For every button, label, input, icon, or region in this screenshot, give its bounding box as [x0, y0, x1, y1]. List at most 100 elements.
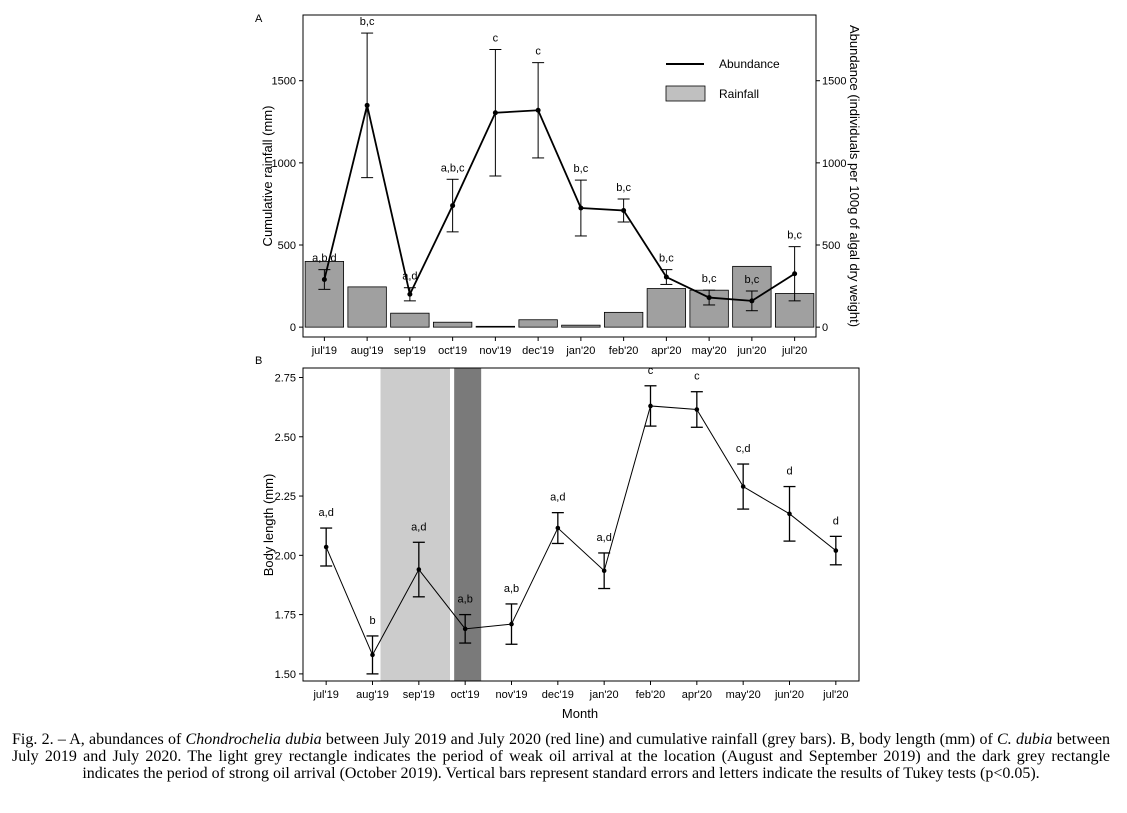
x-tick-label: oct'19: [438, 345, 467, 357]
tukey-label: d: [833, 515, 839, 527]
rainfall-bar: [603, 311, 644, 328]
panel-b-ylabel: Body length (mm): [261, 474, 276, 577]
oil-arrival-period: [380, 368, 450, 681]
x-tick-label: apr'20: [682, 689, 712, 701]
rainfall-bar: [561, 324, 601, 328]
x-tick-label: feb'20: [636, 689, 666, 701]
body-length-point: [740, 484, 746, 489]
tukey-label: a,d: [550, 492, 565, 504]
x-tick-label: jul'19: [312, 689, 338, 701]
rainfall-bar: [432, 321, 473, 328]
y2-tick-label: 500: [822, 240, 840, 252]
panel-a-letter: A: [255, 13, 263, 25]
body-length-point: [601, 568, 607, 574]
panel-b-xlabel: Month: [562, 706, 598, 721]
body-length-point: [509, 621, 514, 627]
tukey-label: b,c: [659, 253, 674, 265]
caption-part3: between July 2019 and July 2020. The lig…: [12, 731, 1111, 782]
figure-caption: Fig. 2. – A, abundances of Chondrochelia…: [12, 731, 1110, 782]
tukey-label: a,b: [458, 594, 473, 606]
abundance-point: [621, 208, 627, 213]
tukey-label: c: [694, 371, 700, 383]
x-tick-label: dec'19: [542, 689, 574, 701]
x-tick-label: jan'20: [565, 345, 595, 357]
x-tick-label: sep'19: [403, 689, 435, 701]
caption-species: Chondrochelia dubia: [185, 731, 322, 748]
x-tick-label: apr'20: [651, 345, 681, 357]
x-tick-label: sep'19: [394, 345, 426, 357]
tukey-label: a,b,d: [312, 253, 336, 265]
x-tick-label: nov'19: [495, 689, 527, 701]
tukey-label: a,d: [402, 271, 417, 283]
rainfall-bar: [475, 325, 516, 328]
tukey-label: b,c: [574, 163, 589, 175]
y-tick-label: 500: [278, 240, 296, 252]
abundance-line: [323, 105, 796, 302]
x-tick-label: nov'19: [479, 345, 511, 357]
body-length-point: [462, 626, 468, 632]
panel-a-tukey-labels: a,b,d b,c a,d a,b,c c c b,c b,c b,c b,c b,c b,c: [312, 16, 802, 286]
body-length-point: [648, 403, 653, 409]
body-length-point: [555, 525, 561, 531]
y-tick-label: 0: [290, 322, 296, 334]
abundance-point: [364, 102, 370, 108]
panel-b-letter: B: [255, 355, 262, 367]
tukey-label: d: [786, 466, 792, 478]
abundance-point: [578, 205, 584, 211]
abundance-point: [407, 291, 413, 297]
x-tick-label: jul'20: [781, 345, 807, 357]
body-length-point: [370, 652, 375, 658]
x-tick-label: may'20: [726, 689, 761, 701]
x-tick-label: dec'19: [522, 345, 554, 357]
x-tick-label: jul'19: [311, 345, 337, 357]
panel-a-ylabel: Cumulative rainfall (mm): [260, 106, 275, 247]
abundance-point: [321, 277, 327, 282]
x-tick-label: feb'20: [609, 345, 639, 357]
y-tick-label: 1.50: [275, 669, 296, 681]
tukey-label: c: [493, 33, 499, 45]
tukey-label: a,d: [597, 532, 612, 544]
panel-b: B 1.50 1.75 2.00 2.25 2.50 2.75 jul'19 aug'19 se…: [255, 355, 860, 721]
tukey-label: a,b: [504, 583, 519, 595]
panel-b-tukey-labels: a,d b a,d a,b a,b a,d a,d c c c,d d d: [319, 365, 839, 627]
abundance-point: [749, 298, 755, 304]
y2-tick-label: 1000: [822, 158, 846, 170]
x-tick-label: oct'19: [451, 689, 480, 701]
rainfall-bar: [390, 312, 430, 328]
rainfall-bar: [347, 286, 387, 328]
tukey-label: b,c: [616, 182, 631, 194]
abundance-point: [535, 107, 541, 113]
y-tick-label: 1000: [272, 158, 296, 170]
panel-a: A 0 0 500 500 1000 1000 1500 1500 jul'19 aug'19 se…: [255, 13, 862, 357]
panel-b-frame: [302, 367, 860, 682]
legend-bar-swatch: [665, 85, 706, 102]
panel-a-y2label: Abundance (individuals per 100g of algal…: [847, 25, 862, 327]
x-tick-label: jan'20: [589, 689, 619, 701]
body-length-point: [787, 511, 792, 517]
tukey-label: b,c: [787, 230, 802, 242]
y2-tick-label: 0: [822, 322, 828, 334]
legend: Abundance Rainfall: [665, 57, 780, 102]
tukey-label: a,b,c: [441, 162, 465, 174]
panel-a-frame: [302, 14, 817, 338]
abundance-point: [663, 274, 669, 280]
abundance-point: [450, 203, 456, 209]
rainfall-bars: [304, 261, 815, 328]
tukey-label: b,c: [360, 16, 375, 28]
caption-part2: between July 2019 and July 2020 (red lin…: [321, 731, 998, 748]
abundance-point: [492, 110, 498, 116]
oil-arrival-shading: [380, 368, 482, 681]
body-length-series: [320, 385, 842, 675]
abundance-point: [792, 271, 798, 277]
x-tick-label: aug'19: [356, 689, 389, 701]
y-tick-label: 1500: [272, 76, 296, 88]
abundance-point: [706, 295, 712, 301]
panel-a-ticks: 0 0 500 500 1000 1000 1500 1500 jul'19 aug'19 sep'…: [272, 76, 847, 357]
rainfall-bar: [646, 288, 687, 328]
y-tick-label: 2.75: [275, 372, 296, 384]
x-tick-label: may'20: [692, 345, 727, 357]
body-length-point: [833, 548, 839, 553]
y-tick-label: 2.25: [275, 491, 296, 503]
x-tick-label: aug'19: [351, 345, 384, 357]
oil-arrival-period: [454, 368, 482, 681]
